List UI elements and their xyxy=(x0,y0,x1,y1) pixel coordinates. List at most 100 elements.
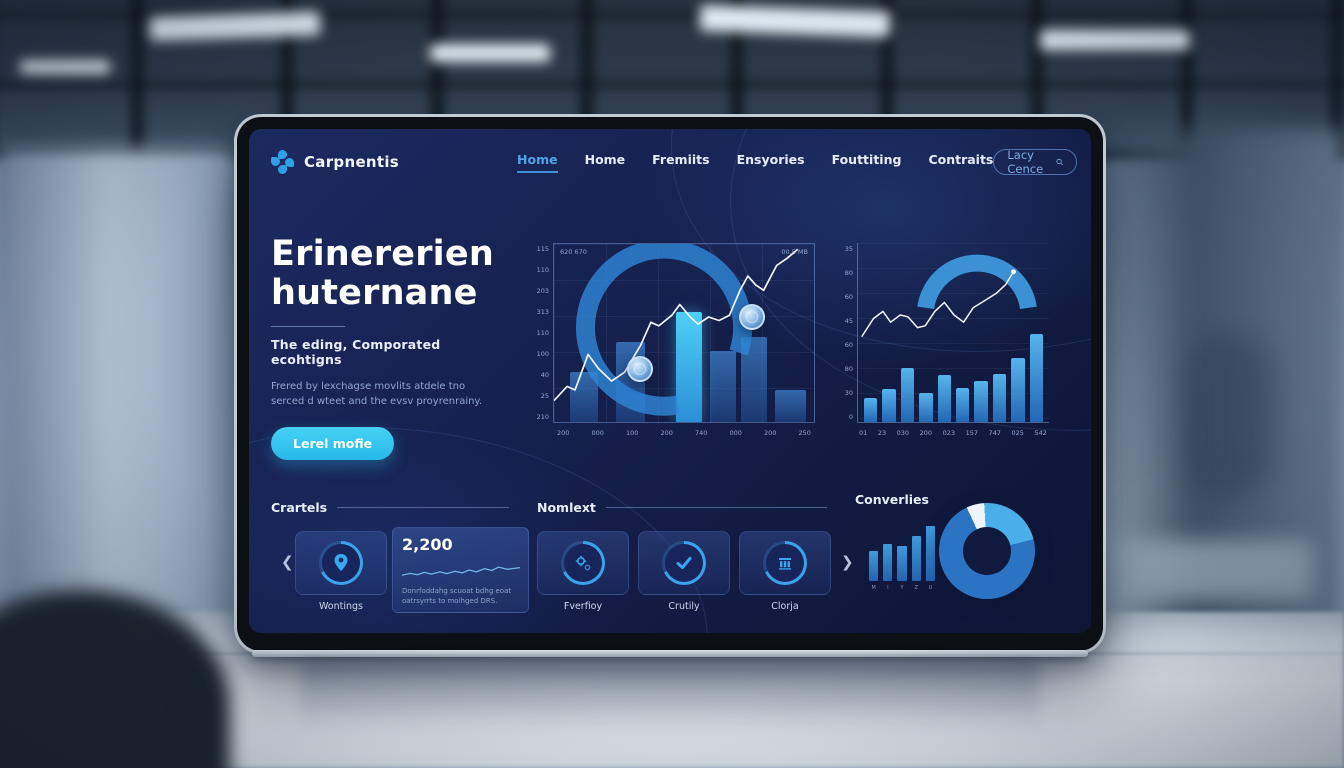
nav-item-contraits-5[interactable]: Contraits xyxy=(928,151,994,167)
axis-tick: 01 xyxy=(859,429,868,437)
mini-bar xyxy=(925,525,936,581)
stat-sparkline xyxy=(402,566,520,576)
carousel-right-icon[interactable]: ❯ xyxy=(841,553,854,571)
axis-tick: 60 xyxy=(844,341,853,349)
ceiling-light xyxy=(1040,30,1190,50)
card-crutily[interactable] xyxy=(638,531,730,595)
axis-tick: 157 xyxy=(965,429,978,437)
mini-bars xyxy=(869,523,936,581)
brand-logo-icon xyxy=(271,150,295,174)
main-chart-x-axis: 200 000 100 200 740 000 200 250 xyxy=(553,429,815,437)
carousel-left-icon[interactable]: ❮ xyxy=(281,553,294,571)
axis-tick: 030 xyxy=(896,429,910,437)
donut-hole xyxy=(963,527,1011,575)
main-chart-overlay xyxy=(554,244,799,416)
monitor-reflection xyxy=(300,660,1040,730)
icon-ring xyxy=(763,541,807,585)
section-heading-converlies: Converlies xyxy=(855,492,929,507)
axis-tick: 35 xyxy=(844,245,853,253)
mini-bar xyxy=(911,535,921,581)
card-label: Fverfioy xyxy=(563,601,603,612)
gears-icon xyxy=(575,555,591,571)
chart-bar xyxy=(710,350,736,422)
monitor-base xyxy=(252,650,1088,657)
axis-tick: 200 xyxy=(660,429,673,437)
axis-tick: 313 xyxy=(536,308,549,316)
card-wontings[interactable] xyxy=(295,531,387,595)
axis-tick: 100 xyxy=(536,350,549,358)
mini-bar-label: U xyxy=(928,585,933,591)
chart-bar xyxy=(882,388,896,422)
chart-bar xyxy=(864,397,878,422)
axis-tick: 45 xyxy=(844,317,853,325)
person-silhouette xyxy=(1184,330,1274,500)
monitor-frame: Carpnentis Home Home Fremiits Ensyories Fout… xyxy=(237,117,1103,651)
coin-marker xyxy=(738,303,765,330)
axis-tick: 747 xyxy=(988,429,1001,437)
axis-tick: 115 xyxy=(536,245,549,253)
axis-tick: 100 xyxy=(626,429,639,437)
chart-bar xyxy=(919,393,933,422)
mini-bar xyxy=(869,550,879,581)
icon-ring xyxy=(561,541,605,585)
brand-name: Carpnentis xyxy=(304,153,400,171)
axis-tick: 30 xyxy=(844,389,853,397)
axis-tick: 80 xyxy=(844,269,853,277)
search-icon xyxy=(1056,158,1063,166)
axis-tick: 80 xyxy=(844,365,853,373)
axis-tick: 0 xyxy=(848,413,853,421)
chart-bar xyxy=(937,375,952,422)
nav-menu: Home Home Fremiits Ensyories Fouttiting Contr… xyxy=(517,152,993,173)
chart-bar xyxy=(569,372,599,422)
search-box[interactable]: Lacy Cence xyxy=(993,148,1078,176)
cta-button[interactable]: Lerel mofie xyxy=(271,427,395,461)
stat-caption: Donrfoddahg scuoat bdhg eoat oatrsyrrts … xyxy=(402,587,512,606)
axis-tick: 200 xyxy=(557,429,570,437)
mini-bar xyxy=(897,546,907,581)
axis-tick: 203 xyxy=(536,287,549,295)
chart-bar xyxy=(775,389,807,422)
converlies-donut-chart xyxy=(939,503,1035,599)
chart-bar xyxy=(676,311,703,422)
secondary-chart-x-axis: 01 23 030 200 023 157 747 025 542 xyxy=(857,429,1049,437)
axis-tick: 025 xyxy=(1011,429,1024,437)
axis-tick: 40 xyxy=(540,371,549,379)
secondary-chart-plot xyxy=(857,243,1049,423)
chart-bar xyxy=(1011,358,1025,422)
mini-bar-label: Y xyxy=(900,585,904,591)
card-label: Wontings xyxy=(318,601,364,612)
axis-tick: 000 xyxy=(729,429,742,437)
card-fverfioy[interactable] xyxy=(537,531,629,595)
nav-item-fouttiting-4[interactable]: Fouttiting xyxy=(831,151,902,167)
office-window xyxy=(0,150,235,620)
icon-ring xyxy=(319,541,363,585)
nav-item-home-1[interactable]: Home xyxy=(584,151,626,167)
axis-tick: 542 xyxy=(1034,429,1047,437)
card-stat[interactable]: 2,200 Donrfoddahg scuoat bdhg eoat oatrs… xyxy=(392,527,529,613)
building-columns-icon xyxy=(779,558,791,570)
checkmark-icon xyxy=(676,557,692,569)
card-label: Clorja xyxy=(771,601,799,612)
chart-bar xyxy=(974,380,988,422)
axis-tick: 210 xyxy=(536,413,549,421)
card-clorja[interactable] xyxy=(739,531,831,595)
mini-bar xyxy=(883,543,893,581)
axis-tick: 200 xyxy=(764,429,777,437)
axis-tick: 60 xyxy=(844,293,853,301)
axis-tick: 740 xyxy=(695,429,708,437)
main-chart-y-axis: 115 110 203 313 110 100 40 25 210 xyxy=(525,245,549,421)
nav-item-fremiits-2[interactable]: Fremiits xyxy=(652,151,710,167)
axis-tick: 23 xyxy=(877,429,887,437)
ceiling-light xyxy=(430,44,550,62)
ceiling-light xyxy=(20,60,110,74)
mini-bar-label: I xyxy=(887,585,889,591)
chart-bar xyxy=(1029,334,1044,422)
brand[interactable]: Carpnentis xyxy=(271,150,399,174)
nav-item-home-0[interactable]: Home xyxy=(517,152,558,173)
nav-item-ensyories-3[interactable]: Ensyories xyxy=(736,151,805,167)
hero-description: Frered by lexchagse movlits atdele tno s… xyxy=(271,381,483,408)
axis-tick: 110 xyxy=(536,266,549,274)
main-performance-chart: 115 110 203 313 110 100 40 25 210 620 670 00.5 M… xyxy=(525,243,817,455)
